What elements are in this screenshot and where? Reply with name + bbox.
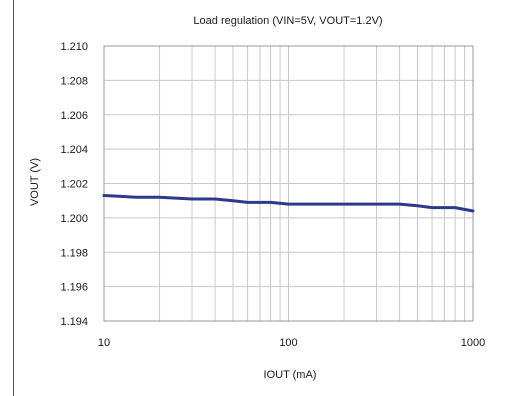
series-layer bbox=[102, 194, 475, 213]
x-tick-label: 1000 bbox=[461, 337, 485, 349]
y-tick-labels: 1.194 1.196 1.198 1.200 1.202 1.204 1.206 1.208… bbox=[60, 41, 88, 328]
x-tick-labels: 10 100 1000 bbox=[98, 337, 485, 349]
y-tick-label: 1.200 bbox=[60, 213, 88, 225]
y-tick-label: 1.198 bbox=[60, 247, 88, 259]
y-tick-label: 1.206 bbox=[60, 110, 88, 122]
y-tick-label: 1.210 bbox=[60, 41, 88, 53]
chart-title: Load regulation (VIN=5V, VOUT=1.2V) bbox=[193, 15, 382, 27]
x-axis-label: IOUT (mA) bbox=[264, 369, 317, 381]
y-tick-label: 1.194 bbox=[60, 316, 88, 328]
y-tick-label: 1.208 bbox=[60, 75, 88, 87]
y-axis-label: VOUT (V) bbox=[29, 158, 41, 206]
grid-layer bbox=[103, 45, 473, 322]
x-tick-label: 10 bbox=[98, 337, 110, 349]
y-tick-label: 1.204 bbox=[60, 144, 88, 156]
y-tick-label: 1.202 bbox=[60, 179, 88, 191]
plot-frame bbox=[103, 45, 474, 322]
series-line bbox=[102, 194, 475, 213]
y-tick-label: 1.196 bbox=[60, 282, 88, 294]
x-tick-label: 100 bbox=[279, 337, 297, 349]
